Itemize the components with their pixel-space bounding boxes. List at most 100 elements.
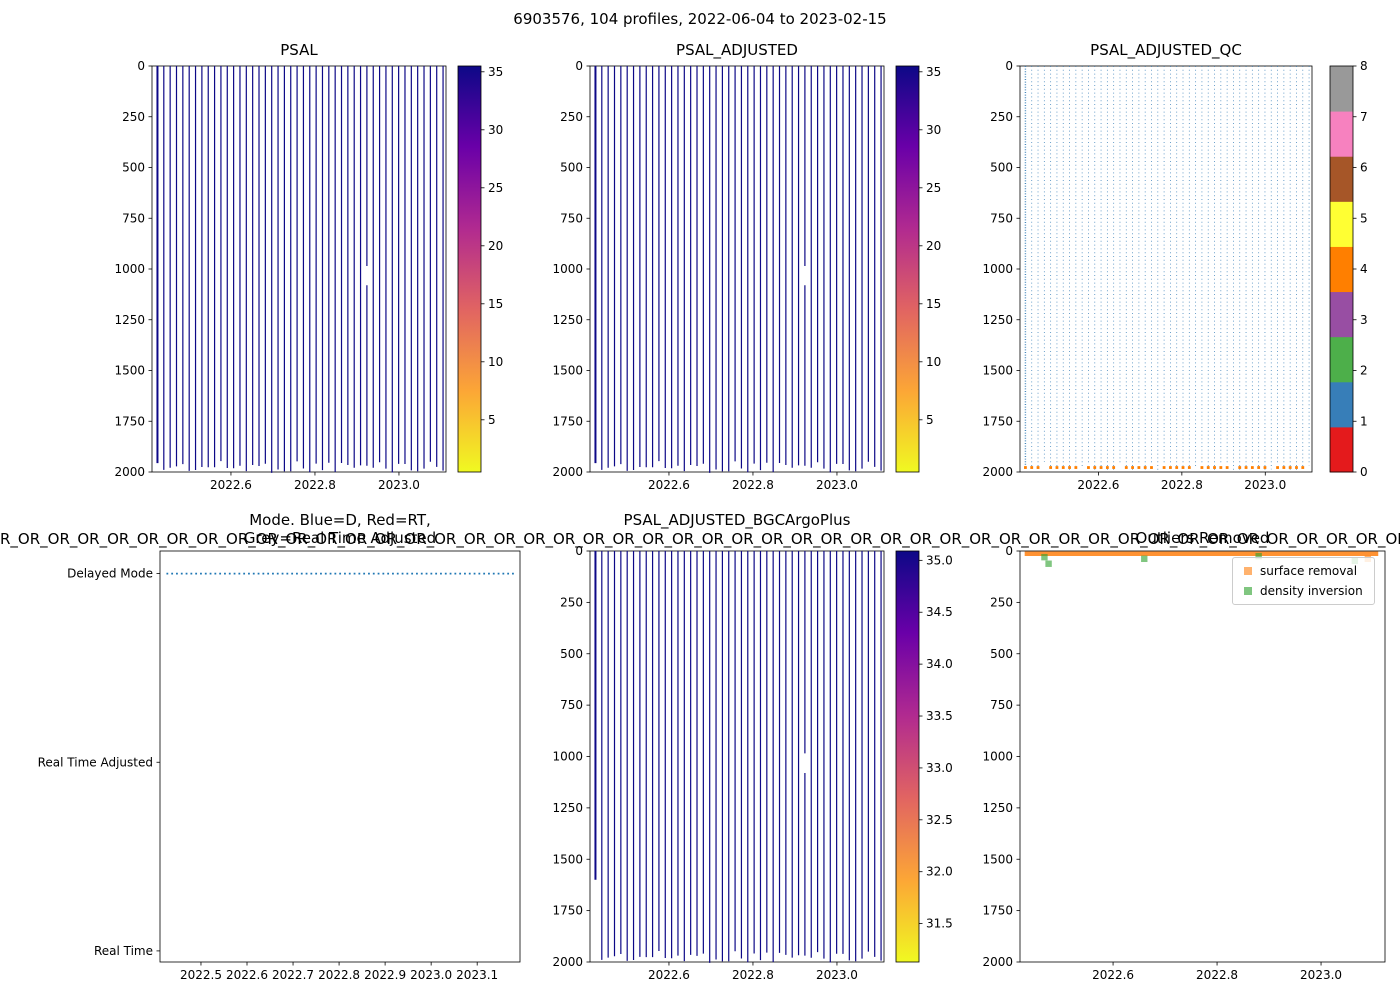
svg-text:34.5: 34.5 [926, 605, 953, 619]
svg-text:Delayed Mode: Delayed Mode [67, 567, 153, 581]
svg-text:2000: 2000 [982, 955, 1013, 969]
svg-text:2022.8: 2022.8 [1161, 478, 1203, 492]
svg-text:1750: 1750 [552, 904, 583, 918]
svg-text:5: 5 [1360, 211, 1368, 225]
psal-adjusted-qc-plot-title: PSAL_ADJUSTED_QC [1090, 41, 1242, 59]
svg-text:Real Time: Real Time [94, 944, 153, 958]
svg-text:1750: 1750 [982, 414, 1013, 428]
svg-text:0: 0 [575, 59, 583, 73]
psal-colorbar: 5 10 15 20 25 30 35 [457, 65, 503, 473]
svg-text:Real Time Adjusted: Real Time Adjusted [38, 755, 153, 769]
density-inversion-marker-icon [1244, 587, 1252, 595]
svg-text:20: 20 [488, 239, 503, 253]
svg-text:35.0: 35.0 [926, 553, 953, 567]
svg-text:250: 250 [990, 110, 1013, 124]
svg-text:2022.8: 2022.8 [294, 478, 336, 492]
svg-text:2023.0: 2023.0 [1300, 968, 1342, 982]
psal_adjusted_qc-dots [1024, 66, 1310, 472]
psal-adjusted-plot-title: PSAL_ADJUSTED [676, 41, 798, 59]
svg-text:1250: 1250 [982, 801, 1013, 815]
svg-text:500: 500 [990, 647, 1013, 661]
svg-text:1250: 1250 [982, 313, 1013, 327]
svg-text:750: 750 [560, 698, 583, 712]
svg-text:2022.6: 2022.6 [648, 968, 690, 982]
svg-text:750: 750 [560, 211, 583, 225]
svg-text:0: 0 [1360, 465, 1368, 479]
legend-item-surface-removal: surface removal [1244, 564, 1363, 578]
svg-text:2023.1: 2023.1 [456, 968, 498, 982]
svg-text:33.0: 33.0 [926, 761, 953, 775]
mode-plot-title-line1: Mode. Blue=D, Red=RT, [249, 511, 431, 529]
legend-label-surface-removal: surface removal [1260, 564, 1358, 578]
svg-text:2023.0: 2023.0 [378, 478, 420, 492]
svg-text:33.5: 33.5 [926, 709, 953, 723]
svg-text:2023.0: 2023.0 [816, 478, 858, 492]
svg-text:30: 30 [488, 123, 503, 137]
svg-text:500: 500 [560, 161, 583, 175]
svg-text:1500: 1500 [982, 364, 1013, 378]
svg-text:1000: 1000 [982, 262, 1013, 276]
svg-text:500: 500 [560, 647, 583, 661]
svg-text:2022.9: 2022.9 [364, 968, 406, 982]
svg-text:2000: 2000 [552, 955, 583, 969]
svg-text:1250: 1250 [552, 313, 583, 327]
svg-text:2022.7: 2022.7 [272, 968, 314, 982]
mode-string-overlay: R_OR_OR_OR_OR_OR_OR_OR_OR_OR_OR_OR_OR_OR… [0, 530, 1400, 548]
svg-text:0: 0 [575, 544, 583, 558]
psal-profiles [156, 66, 444, 473]
svg-text:30: 30 [926, 123, 941, 137]
outliers-legend: surface removal density inversion [1232, 557, 1375, 605]
psal_adjusted_bgc-colorbar: 31.5 32.0 32.5 33.0 33.5 34.0 34.5 35.0 [895, 550, 953, 963]
svg-text:500: 500 [990, 161, 1013, 175]
svg-text:2023.0: 2023.0 [1244, 478, 1286, 492]
psal_adjusted-axes: 2022.6 2022.8 2023.0 0 250 500 750 1000 1250 1500… [552, 59, 885, 492]
svg-text:2000: 2000 [552, 465, 583, 479]
psal_adjusted_qc-axes: 2022.6 2022.8 2023.0 0 250 500 750 1000 1250 1500… [982, 59, 1313, 492]
svg-text:1750: 1750 [982, 904, 1013, 918]
svg-text:2022.8: 2022.8 [318, 968, 360, 982]
bgc-plot-title: PSAL_ADJUSTED_BGCArgoPlus [623, 511, 851, 529]
svg-text:15: 15 [926, 297, 941, 311]
svg-text:5: 5 [488, 413, 496, 427]
svg-text:35: 35 [488, 65, 503, 79]
surface-removal-marker-icon [1244, 567, 1252, 575]
svg-text:2022.8: 2022.8 [732, 478, 774, 492]
svg-text:250: 250 [560, 595, 583, 609]
outliers-axes: 2022.6 2022.8 2023.0 0 250 500 750 1000 1250 1500… [982, 544, 1386, 982]
svg-text:0: 0 [1005, 544, 1013, 558]
svg-text:0: 0 [137, 59, 145, 73]
svg-text:1750: 1750 [114, 414, 145, 428]
svg-text:6: 6 [1360, 161, 1368, 175]
svg-text:2000: 2000 [982, 465, 1013, 479]
svg-text:1250: 1250 [552, 801, 583, 815]
svg-text:2: 2 [1360, 364, 1368, 378]
outliers-plot-title: Outliers Removed [1135, 529, 1270, 547]
svg-text:2023.0: 2023.0 [410, 968, 452, 982]
mode-plot-title-line2: Grey=Real Time Adjusted [243, 529, 437, 547]
svg-text:250: 250 [122, 110, 145, 124]
svg-text:2023.0: 2023.0 [816, 968, 858, 982]
legend-item-density-inversion: density inversion [1244, 584, 1363, 598]
svg-text:2022.5: 2022.5 [180, 968, 222, 982]
svg-text:1750: 1750 [552, 414, 583, 428]
psal-plot-title: PSAL [280, 41, 318, 59]
svg-text:1500: 1500 [552, 364, 583, 378]
svg-text:1500: 1500 [982, 852, 1013, 866]
svg-text:25: 25 [926, 181, 941, 195]
svg-text:250: 250 [990, 595, 1013, 609]
psal_adjusted-profiles [594, 66, 882, 473]
svg-text:1500: 1500 [114, 364, 145, 378]
svg-text:0: 0 [1005, 59, 1013, 73]
svg-text:750: 750 [122, 211, 145, 225]
svg-text:31.5: 31.5 [926, 917, 953, 931]
svg-text:2022.6: 2022.6 [1077, 478, 1119, 492]
svg-text:750: 750 [990, 698, 1013, 712]
svg-text:2022.8: 2022.8 [1196, 968, 1238, 982]
svg-text:2022.6: 2022.6 [1092, 968, 1134, 982]
svg-text:1000: 1000 [114, 262, 145, 276]
svg-text:32.0: 32.0 [926, 865, 953, 879]
mode-axes: 2022.5 2022.6 2022.7 2022.8 2022.9 2023.0 2023… [38, 550, 521, 982]
psal_adjusted_bgc-axes: 2022.6 2022.8 2023.0 0 250 500 750 1000 1250 1500… [552, 544, 885, 982]
